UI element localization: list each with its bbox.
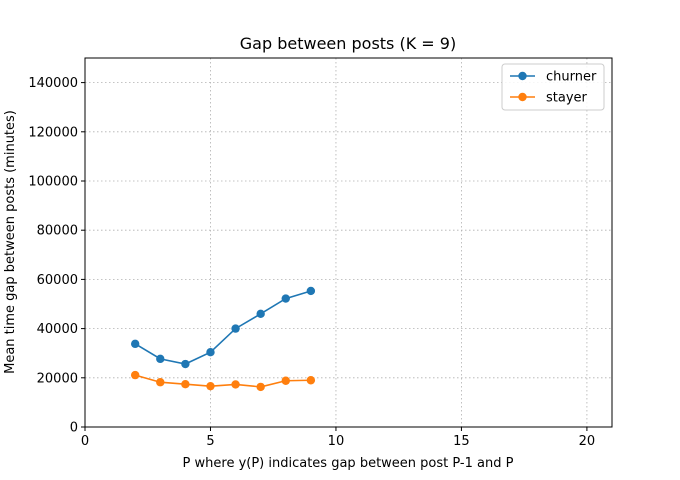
stayer-data-point xyxy=(256,382,265,392)
stayer-data-point xyxy=(181,379,190,389)
x-axis-ticks: 0 5 10 15 20 xyxy=(81,427,595,449)
churner-data-point xyxy=(231,324,240,333)
churner-series xyxy=(130,286,316,369)
legend: churner stayer xyxy=(501,63,605,111)
stayer-legend-marker xyxy=(518,92,527,102)
chart-title: Gap between posts (K = 9) xyxy=(240,34,456,53)
x-tick-label: 5 xyxy=(206,434,214,449)
x-tick-label: 10 xyxy=(328,434,345,449)
x-tick-label: 0 xyxy=(81,434,89,449)
stayer-legend-label: stayer xyxy=(546,91,588,106)
plot-area-frame xyxy=(84,57,613,428)
stayer-data-point xyxy=(231,380,240,389)
y-tick-label: 60000 xyxy=(37,273,78,288)
y-tick-label: 0 xyxy=(70,421,78,436)
stayer-data-point xyxy=(130,370,140,380)
churner-legend-marker xyxy=(518,71,527,81)
churner-series-line xyxy=(134,290,312,365)
churner-data-point xyxy=(206,348,215,357)
stayer-series xyxy=(130,370,316,392)
y-axis-ticks: 0 20000 40000 60000 80000 100000 120000 140000 xyxy=(28,76,85,436)
stayer-data-point xyxy=(156,378,165,387)
stayer-data-point xyxy=(306,376,316,385)
y-tick-label: 140000 xyxy=(28,76,78,91)
churner-data-point xyxy=(181,359,190,369)
x-tick-label: 15 xyxy=(453,434,470,449)
series-layer xyxy=(130,286,316,392)
churner-data-point xyxy=(130,339,140,349)
y-tick-label: 20000 xyxy=(37,371,78,386)
y-tick-label: 80000 xyxy=(37,224,78,239)
y-tick-label: 100000 xyxy=(28,175,78,190)
y-tick-label: 40000 xyxy=(37,322,78,337)
churner-data-point xyxy=(306,286,316,296)
stayer-data-point xyxy=(206,381,215,391)
churner-data-point xyxy=(156,354,165,364)
churner-legend-label: churner xyxy=(546,70,597,85)
y-tick-label: 120000 xyxy=(28,125,78,140)
churner-data-point xyxy=(256,309,265,319)
churner-data-point xyxy=(281,294,290,303)
stayer-data-point xyxy=(281,376,290,385)
x-tick-label: 20 xyxy=(579,434,596,449)
x-axis-label: P where y(P) indicates gap between post … xyxy=(183,456,514,471)
y-axis-label: Mean time gap between posts (minutes) xyxy=(3,110,18,374)
